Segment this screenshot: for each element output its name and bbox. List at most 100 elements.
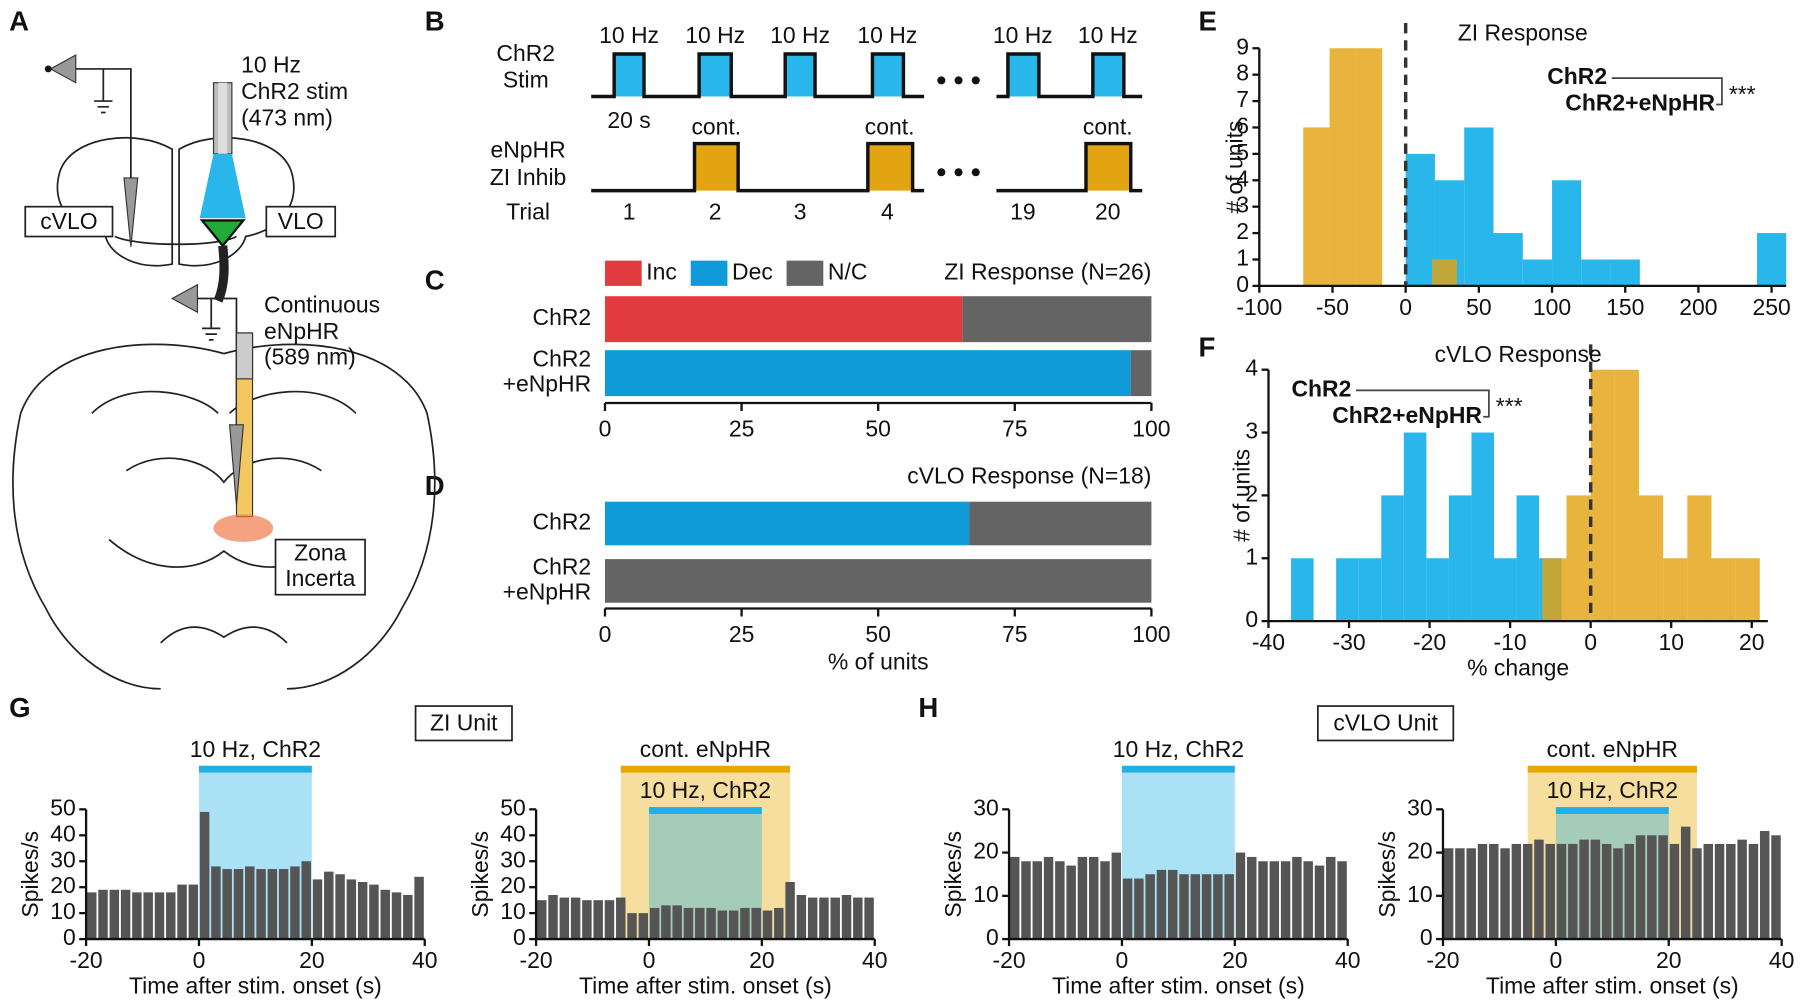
x-tick-label: 20: [1222, 947, 1248, 973]
x-tick-label: -20: [1426, 947, 1459, 973]
y-tick-label: 20: [50, 872, 76, 898]
y-tick-label: 2: [1236, 218, 1249, 244]
stim-bar: [1121, 765, 1235, 773]
chart-title: ZI Response (N=26): [944, 258, 1151, 284]
protocol-diagram: [591, 52, 1143, 193]
legend-label: ChR2+eNpHR: [1565, 90, 1715, 116]
histogram-bar: [1258, 861, 1268, 940]
category-label: ChR2 +eNpHR: [503, 346, 592, 397]
stim-bar: [1527, 765, 1697, 773]
histogram-bar: [1448, 495, 1472, 622]
x-tick-label: 25: [729, 416, 755, 442]
histogram-bar: [278, 869, 289, 940]
histogram-bar: [740, 907, 750, 940]
x-tick-label: 0: [599, 621, 612, 647]
histogram-bar: [1624, 843, 1634, 940]
x-tick-label: 75: [1002, 416, 1028, 442]
stim-bar: [648, 807, 762, 814]
x-tick-label: 40: [862, 947, 888, 973]
histogram-bar: [391, 892, 402, 940]
y-axis-label: Spikes/s: [17, 831, 43, 918]
x-tick-label: -20: [1413, 629, 1446, 655]
histogram-bar: [1647, 835, 1657, 940]
bar-segment: [604, 350, 1131, 397]
histogram-bar: [120, 889, 131, 940]
significance: ***: [1729, 81, 1756, 107]
stim-label: (589 nm): [264, 343, 356, 369]
histogram-bar: [1329, 48, 1356, 286]
histogram-bar: [1614, 369, 1639, 622]
y-tick-label: 2: [1245, 480, 1258, 506]
histogram-bar: [559, 897, 570, 940]
y-tick-label: 10: [1407, 881, 1433, 907]
histogram-bar: [616, 897, 626, 940]
stim-label: eNpHR: [264, 318, 339, 344]
legend-swatch: [604, 260, 642, 286]
y-axis-label: # of units: [1228, 449, 1254, 542]
histogram-bar: [593, 900, 603, 940]
histogram-bar: [1590, 369, 1615, 622]
histogram-bar: [357, 882, 368, 940]
histogram-bar: [1455, 848, 1465, 940]
histogram-bar: [537, 900, 547, 940]
x-tick-label: 0: [1399, 294, 1412, 320]
stim-label: 10 Hz, ChR2: [1547, 777, 1678, 803]
legend-label: Dec: [732, 258, 773, 284]
histogram-bar: [1590, 839, 1601, 940]
legend-label: ChR2: [1547, 63, 1607, 89]
x-tick-label: 0: [599, 416, 612, 442]
histogram-bar: [638, 913, 649, 940]
x-axis-label: Time after stim. onset (s): [1486, 972, 1739, 998]
x-tick-label: 100: [1132, 621, 1170, 647]
unit-box: [1316, 705, 1455, 742]
histogram-bar: [785, 882, 795, 940]
histogram-bar: [1610, 259, 1640, 286]
y-tick-label: 10: [50, 898, 76, 924]
histogram-bar: [1021, 861, 1031, 940]
y-tick-label: 0: [1245, 606, 1258, 632]
histogram-bar: [267, 869, 278, 940]
y-tick-label: 8: [1236, 60, 1249, 86]
histogram-bar: [1043, 856, 1054, 940]
x-tick-label: -100: [1236, 294, 1282, 320]
pulse-label: 10 Hz: [685, 22, 745, 48]
y-tick-label: 50: [500, 794, 526, 820]
histogram-bar: [154, 892, 165, 940]
histogram-bar: [661, 905, 671, 940]
chart-title: ZI Response: [1458, 20, 1588, 46]
bar-segment: [969, 501, 1152, 546]
histogram-bar: [1748, 843, 1759, 940]
histogram-bar: [1145, 874, 1155, 940]
x-tick-label: -50: [1316, 294, 1349, 320]
histogram-bar: [1516, 495, 1540, 622]
histogram-bar: [627, 913, 637, 940]
histogram-bar: [570, 897, 581, 940]
y-tick-label: 50: [50, 794, 76, 820]
trial-number: 3: [794, 199, 807, 225]
trial-number: 1: [623, 199, 636, 225]
x-tick-label: 25: [729, 621, 755, 647]
histogram-bar: [1635, 835, 1646, 940]
histogram-bar: [1179, 874, 1189, 940]
x-tick-label: 100: [1533, 294, 1571, 320]
histogram-bar: [1735, 558, 1760, 622]
histogram-bar: [1009, 856, 1020, 940]
histogram-bar: [1687, 495, 1712, 622]
region-label: Incerta: [285, 565, 355, 591]
histogram-bar: [1303, 861, 1313, 940]
bar-segment: [604, 296, 963, 343]
stim-bar: [198, 765, 312, 773]
histogram-bar: [1638, 495, 1664, 622]
histogram-bar: [1601, 843, 1612, 940]
bar-segment: [604, 559, 1152, 603]
y-tick-label: 0: [63, 924, 76, 950]
panel-label: E: [1198, 5, 1216, 36]
histogram-bar: [1552, 180, 1582, 286]
y-tick-label: 30: [973, 794, 999, 820]
histogram-bar: [1432, 259, 1457, 286]
y-axis-label: Spikes/s: [1374, 831, 1400, 918]
legend-bracket: [1355, 389, 1490, 418]
histogram-bar: [380, 889, 390, 940]
row-label: eNpHR: [490, 137, 565, 163]
legend-swatch: [690, 260, 728, 286]
